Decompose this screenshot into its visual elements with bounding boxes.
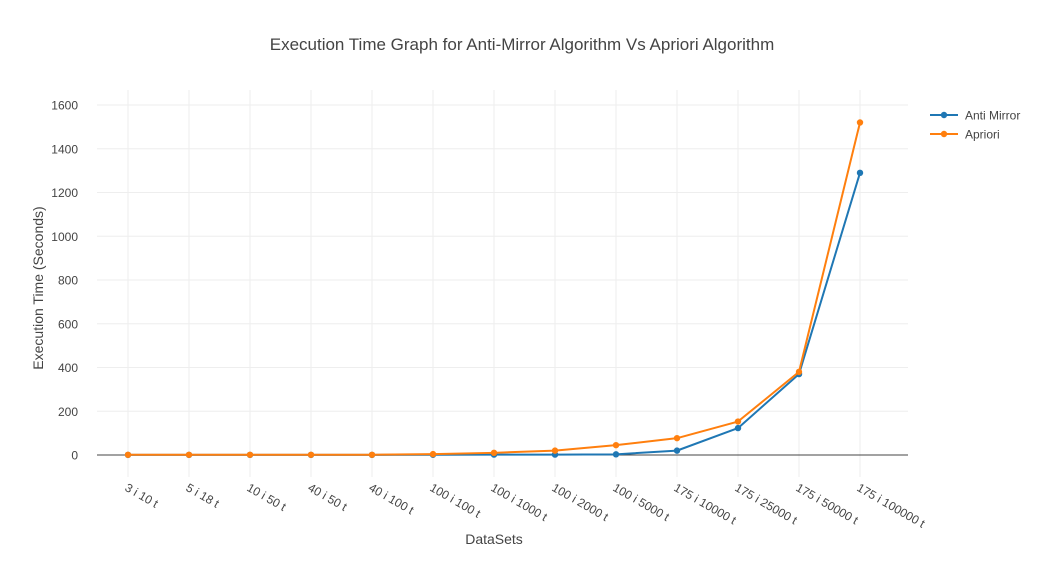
x-tick-label: 100 i 5000 t <box>611 480 673 524</box>
x-tick-label: 40 i 100 t <box>367 480 417 517</box>
data-point <box>856 119 864 126</box>
legend-label: Anti Mirror <box>965 109 1020 123</box>
data-point <box>673 447 681 454</box>
y-tick-label: 600 <box>58 317 78 331</box>
legend-label: Apriori <box>965 128 1000 142</box>
x-tick-label: 175 i 25000 t <box>733 480 801 527</box>
y-tick-label: 1000 <box>51 230 78 244</box>
data-point <box>673 434 681 442</box>
y-tick-label: 800 <box>58 274 78 288</box>
data-point <box>124 451 132 458</box>
x-tick-label: 40 i 50 t <box>306 480 351 514</box>
x-tick-label: 3 i 10 t <box>123 480 162 510</box>
data-point <box>429 450 437 458</box>
y-tick-label: 1400 <box>51 142 78 156</box>
data-point <box>612 441 620 449</box>
x-tick-label: 175 i 10000 t <box>672 480 740 527</box>
x-tick-label: 175 i 50000 t <box>794 480 862 527</box>
x-tick-label: 10 i 50 t <box>245 480 290 514</box>
x-tick-label: 175 i 100000 t <box>855 480 928 530</box>
labels: 0 200 400 600 800 1000 1200 1400 1600 3 i 10 t 5 i… <box>30 35 928 547</box>
x-tick-label: 100 i 2000 t <box>550 480 612 524</box>
data-point <box>734 418 742 425</box>
legend-item[interactable]: Anti Mirror <box>930 109 1020 123</box>
series <box>124 119 864 459</box>
data-point <box>734 424 742 432</box>
chart-title: Execution Time Graph for Anti-Mirror Alg… <box>270 35 775 54</box>
data-point <box>246 451 254 458</box>
x-tick-label: 5 i 18 t <box>184 480 223 510</box>
y-tick-label: 1600 <box>51 99 78 113</box>
legend-item[interactable]: Apriori <box>930 128 1000 142</box>
y-tick-label: 0 <box>71 449 78 463</box>
x-tick-label: 100 i 1000 t <box>489 480 551 524</box>
x-tick-label: 100 i 100 t <box>428 480 484 520</box>
y-axis-title: Execution Time (Seconds) <box>30 206 46 369</box>
data-point <box>307 451 315 458</box>
legend-marker <box>940 111 948 119</box>
data-point <box>856 169 864 177</box>
y-tick-label: 1200 <box>51 186 78 200</box>
data-point <box>490 449 498 457</box>
y-tick-label: 400 <box>58 361 78 375</box>
grid <box>97 90 908 477</box>
x-axis-title: DataSets <box>465 531 523 547</box>
data-point <box>551 447 559 454</box>
legend-marker <box>940 130 948 138</box>
data-point <box>185 451 193 458</box>
data-point <box>795 368 803 376</box>
y-tick-label: 200 <box>58 405 78 419</box>
legend[interactable]: Anti Mirror Apriori <box>930 109 1020 142</box>
data-point <box>612 451 620 458</box>
data-point <box>368 451 376 458</box>
